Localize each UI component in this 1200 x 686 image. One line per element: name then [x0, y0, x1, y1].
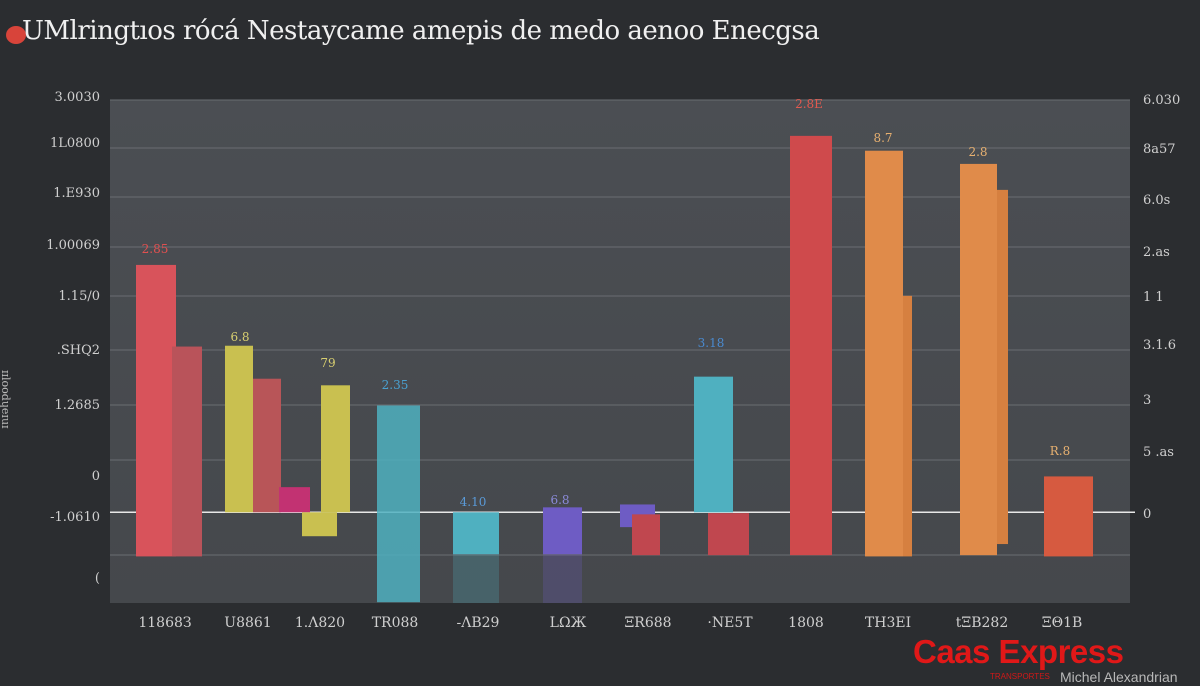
bar [790, 135, 832, 556]
data-label: 6.8 [550, 493, 569, 507]
y-tick-label-left: 1.2685 [55, 398, 101, 413]
x-tick-label: -ΛΒ29 [457, 615, 500, 631]
y-tick-label-left: 1.15/0 [58, 289, 100, 304]
x-tick-label: U8861 [224, 615, 271, 631]
bar [632, 514, 660, 556]
y-tick-label-left: 1.00069 [46, 238, 100, 253]
y-tick-label-right: 2.as [1143, 245, 1170, 260]
watermark-sub: TRANSPORTES [990, 672, 1050, 681]
data-label: 4.10 [460, 495, 487, 509]
watermark-brand: Caas Express [913, 633, 1124, 670]
y-tick-label-left: 1.E930 [53, 186, 100, 201]
x-tick-label: ·ΝΕ5Τ [707, 615, 753, 631]
bar [708, 513, 749, 556]
y-tick-label-right: 1 1 [1143, 290, 1164, 305]
y-tick-label-right: 0 [1143, 507, 1151, 522]
y-tick-label-left: 3.0030 [55, 90, 101, 105]
data-label: 6.8 [230, 330, 249, 344]
x-tick-label: 11868З [138, 615, 191, 631]
bar [321, 385, 350, 513]
x-tick-label: 1808 [788, 615, 824, 631]
data-label: 2.8E [795, 97, 823, 111]
x-tick-label: ΤΗ3ΕΙ [865, 615, 911, 631]
bar [903, 295, 912, 557]
data-label: R.8 [1050, 444, 1070, 458]
y-tick-label-right: 5 .as [1143, 445, 1174, 460]
bar [997, 189, 1008, 545]
data-label: 2.35 [382, 378, 409, 392]
bar [453, 512, 499, 555]
x-tick-label: LΩЖ [550, 615, 587, 631]
bar [1044, 476, 1093, 557]
y-tick-label-left: -1.0610 [50, 510, 100, 525]
chart-title: UMlringtıos rócá Nestaycame amepis de me… [22, 16, 820, 46]
y-tick-label-left: 0 [92, 469, 100, 484]
bar [279, 487, 310, 513]
bar [136, 264, 176, 557]
x-tick-label: 1.Λ820 [295, 615, 345, 631]
y-tick-label-right: 6.030 [1143, 93, 1180, 108]
bar [377, 405, 420, 603]
bar [253, 378, 281, 513]
x-tick-label: TR088 [372, 615, 419, 631]
watermark-signature: Michel Alexandrian [1060, 669, 1178, 685]
bar-reflection [453, 555, 499, 603]
data-label: 79 [320, 356, 335, 370]
bar [172, 346, 202, 557]
bar [543, 507, 582, 555]
bar [960, 163, 997, 556]
y-tick-label-right: 3 [1143, 393, 1151, 408]
data-label: 2.8 [968, 145, 987, 159]
bar [694, 376, 733, 513]
data-label: 2.85 [142, 242, 169, 256]
y-tick-label-left: ( [95, 571, 100, 586]
y-tick-label-right: 6.0s [1143, 193, 1170, 208]
x-tick-label: tΞΒ282 [956, 615, 1009, 631]
bar [865, 150, 903, 557]
y-tick-label-left: .SHQ2 [57, 343, 100, 358]
x-tick-label: ΞΘ1Β [1042, 615, 1083, 631]
y-tick-label-right: 3.1.6 [1143, 338, 1176, 353]
bar-reflection [543, 555, 582, 603]
x-tick-label: ΞR688 [624, 615, 671, 631]
bar [225, 345, 253, 513]
data-label: 3.18 [698, 336, 725, 350]
bar [302, 512, 337, 537]
logo-dot-icon [6, 26, 26, 44]
y-tick-label-left: 1L0800 [50, 136, 100, 151]
y-tick-label-right: 8a57 [1143, 142, 1176, 157]
data-label: 8.7 [873, 131, 892, 145]
